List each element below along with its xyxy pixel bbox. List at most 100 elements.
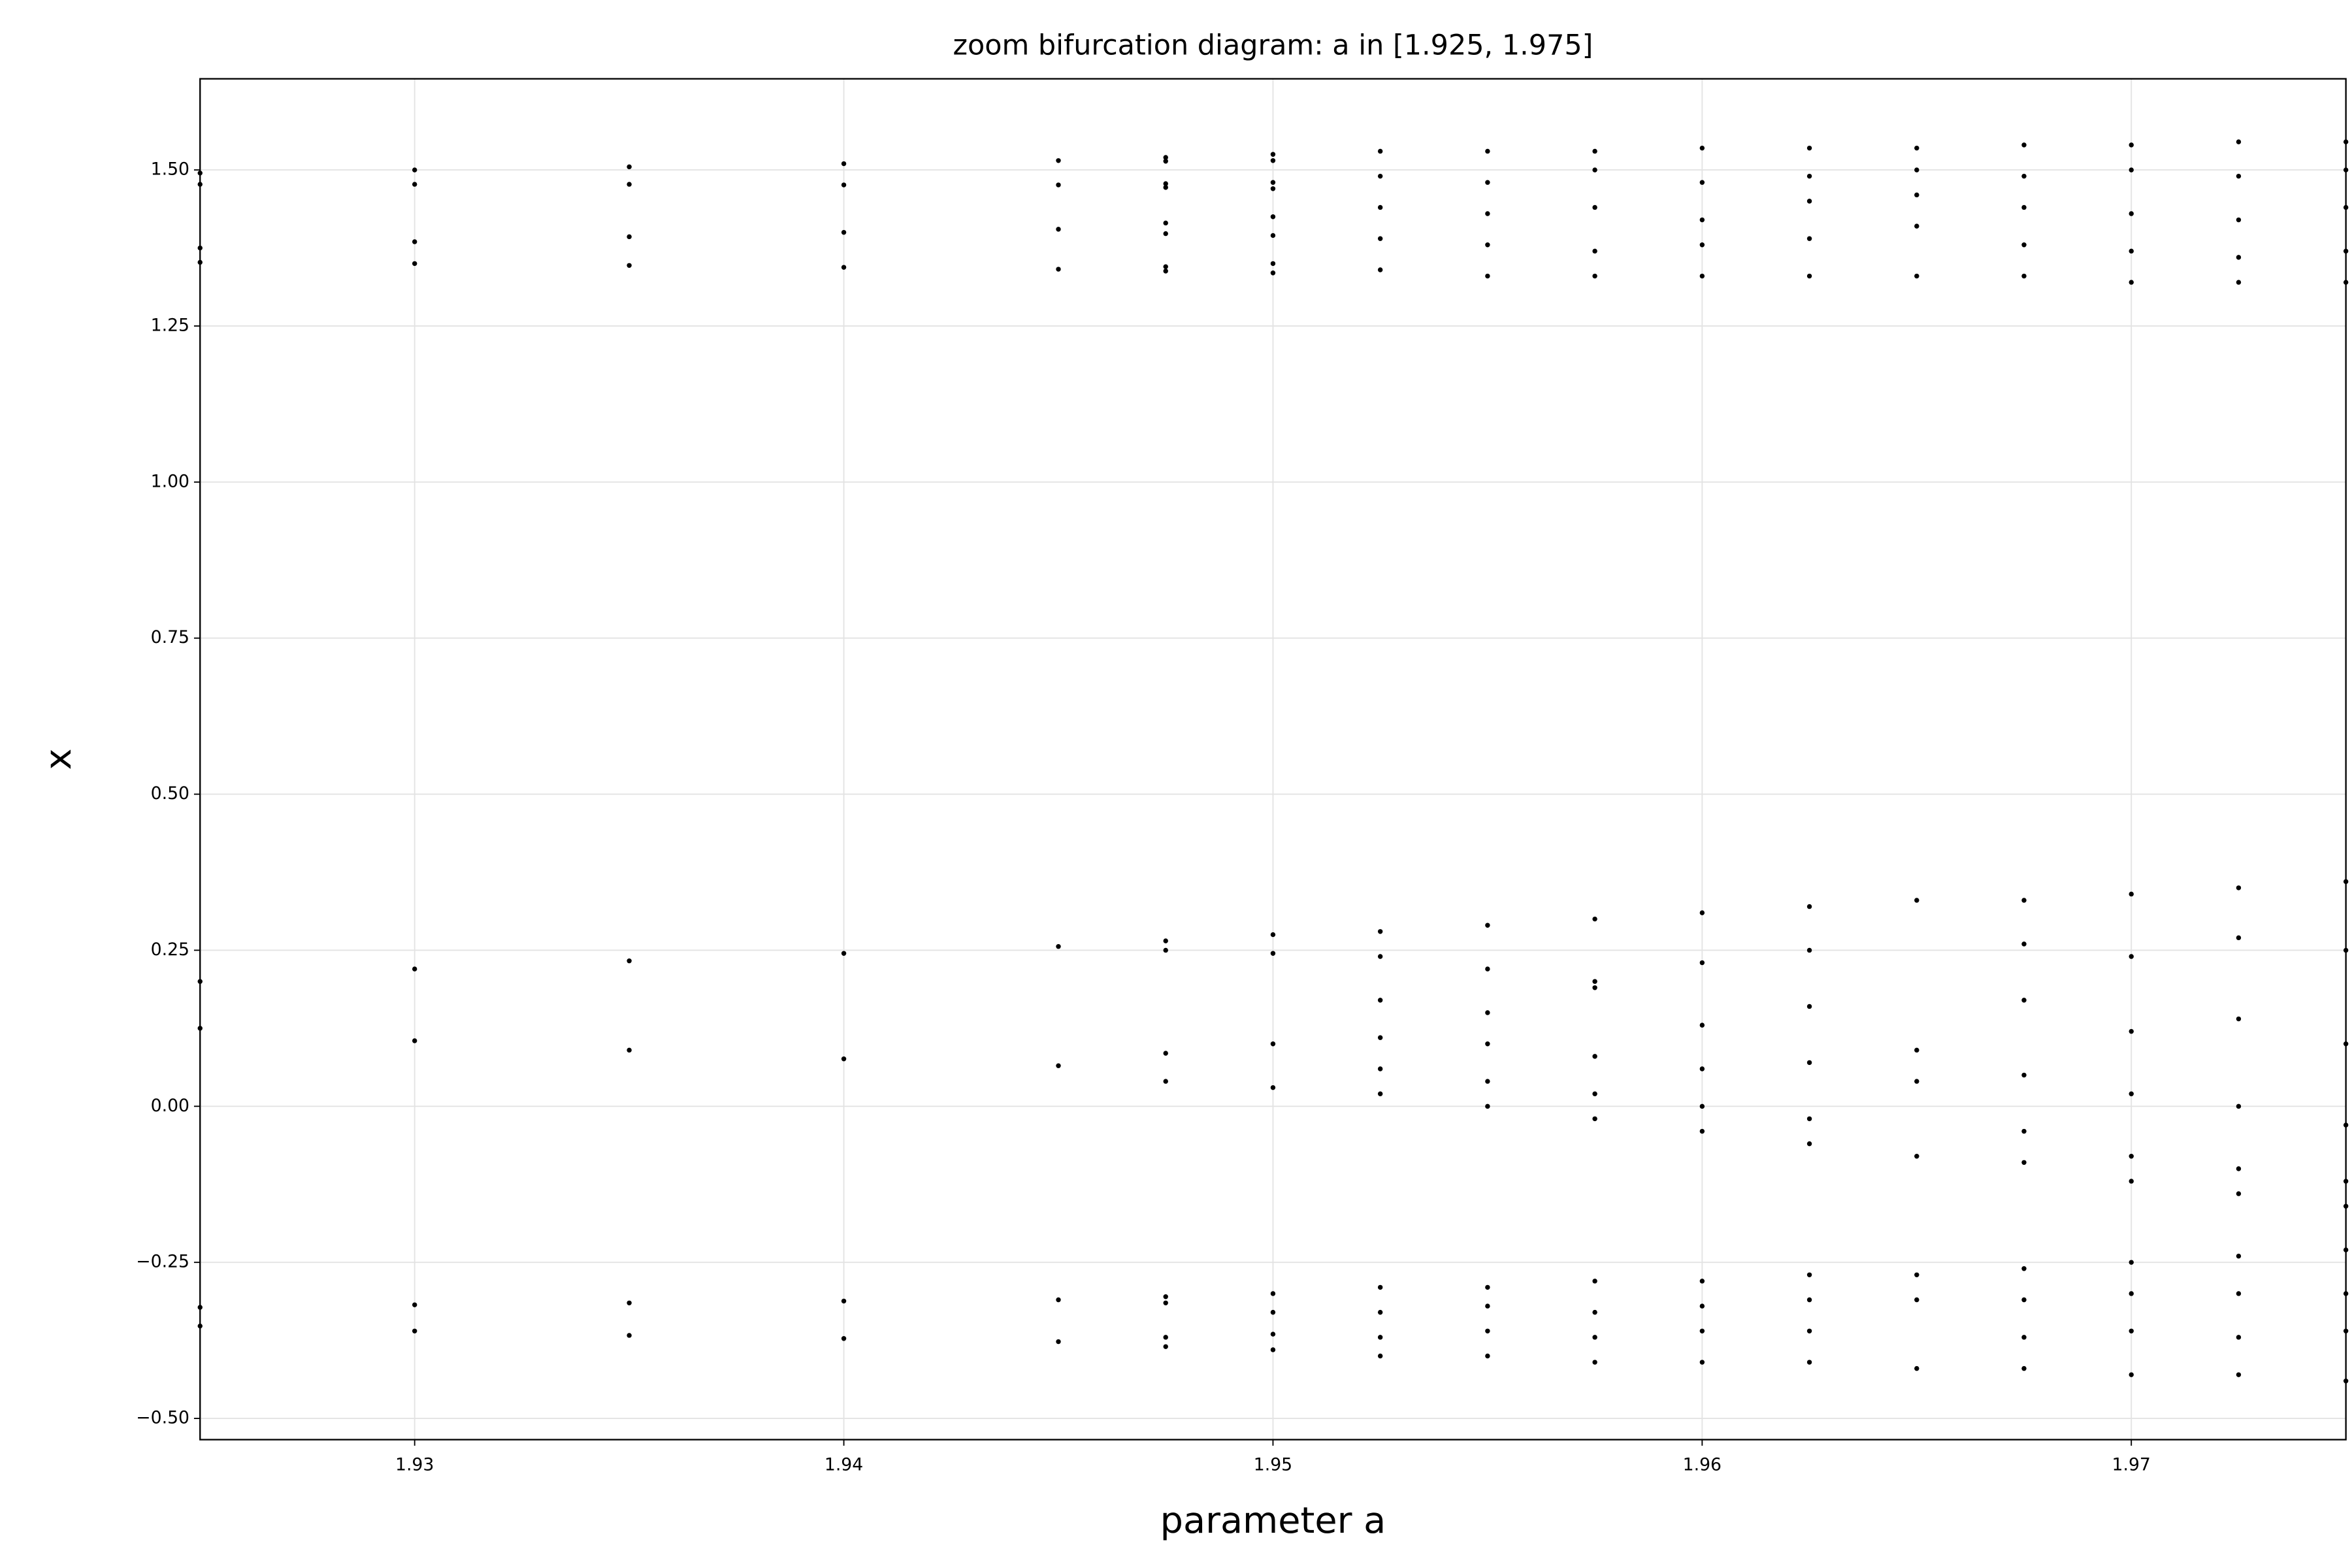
point	[1270, 152, 1276, 157]
point	[1163, 181, 1168, 186]
point	[2129, 1260, 2134, 1265]
point	[2236, 1016, 2242, 1022]
x-tick-label: 1.93	[395, 1454, 434, 1475]
point	[1056, 944, 1061, 949]
point	[2236, 1291, 2242, 1296]
x-tick-label: 1.96	[1683, 1454, 1722, 1475]
point	[1163, 264, 1168, 269]
point	[1163, 231, 1168, 237]
point	[2021, 898, 2027, 903]
point	[1163, 947, 1168, 953]
point	[1699, 960, 1705, 966]
point	[412, 167, 417, 172]
point	[1699, 1066, 1705, 1071]
point	[627, 182, 632, 187]
point	[1806, 904, 1812, 909]
point	[1914, 1365, 1919, 1371]
point	[2236, 217, 2242, 223]
point	[1377, 173, 1383, 179]
point	[627, 1333, 632, 1338]
point	[1377, 148, 1383, 154]
point	[1806, 273, 1812, 279]
point	[2129, 1328, 2134, 1333]
point	[2129, 1291, 2134, 1296]
point	[1485, 966, 1490, 972]
point	[1485, 180, 1490, 185]
point	[1163, 938, 1168, 943]
point	[1914, 1154, 1919, 1159]
point	[2129, 248, 2134, 254]
point	[1699, 273, 1705, 279]
y-axis-label: x	[37, 749, 80, 770]
point	[1592, 985, 1597, 990]
point	[1270, 1085, 1276, 1090]
point	[412, 1302, 417, 1307]
point	[1163, 1344, 1168, 1349]
point	[1914, 898, 1919, 903]
point	[1163, 1079, 1168, 1084]
x-tick-label: 1.94	[825, 1454, 863, 1475]
point	[1699, 1328, 1705, 1333]
point	[627, 234, 632, 240]
point	[1592, 1309, 1597, 1315]
point	[1163, 1335, 1168, 1340]
point	[1914, 1047, 1919, 1053]
point	[841, 161, 847, 167]
point	[1699, 1022, 1705, 1028]
point	[1056, 1339, 1061, 1345]
point	[1806, 1141, 1812, 1147]
point	[1914, 167, 1919, 172]
point	[2129, 1154, 2134, 1159]
point	[2236, 1191, 2242, 1196]
point	[1699, 1279, 1705, 1284]
point	[1377, 954, 1383, 959]
point	[1592, 204, 1597, 210]
point	[1485, 923, 1490, 928]
point	[1270, 233, 1276, 238]
point	[2021, 1128, 2027, 1134]
point	[1485, 1284, 1490, 1290]
point	[1056, 1063, 1061, 1068]
point	[627, 263, 632, 269]
point	[1377, 1284, 1383, 1290]
point	[2021, 273, 2027, 279]
point	[2129, 1372, 2134, 1377]
point	[1592, 1091, 1597, 1096]
point	[2021, 204, 2027, 210]
point	[1806, 1060, 1812, 1066]
point	[1914, 1297, 1919, 1303]
point	[2021, 142, 2027, 148]
y-tick-label: 0.50	[151, 783, 189, 804]
point	[1163, 1051, 1168, 1056]
point	[1806, 173, 1812, 179]
point	[1270, 186, 1276, 191]
point	[841, 1056, 847, 1062]
point	[1592, 1116, 1597, 1122]
chart-title: zoom bifurcation diagram: a in [1.925, 1…	[953, 29, 1593, 61]
point	[2236, 1166, 2242, 1171]
point	[841, 229, 847, 235]
y-tick-label: 0.75	[151, 627, 189, 647]
point	[841, 1336, 847, 1341]
point	[841, 265, 847, 270]
point	[1806, 1297, 1812, 1303]
point	[1592, 979, 1597, 984]
point	[412, 1328, 417, 1333]
point	[2236, 139, 2242, 144]
point	[1270, 1331, 1276, 1337]
point	[1270, 1041, 1276, 1047]
point	[841, 182, 847, 188]
point	[1806, 1328, 1812, 1333]
point	[2021, 1365, 2027, 1371]
point	[841, 1298, 847, 1304]
point	[1806, 145, 1812, 151]
point	[627, 1300, 632, 1306]
point	[1592, 167, 1597, 172]
y-tick-label: 0.25	[151, 939, 189, 960]
point	[1377, 1035, 1383, 1040]
point	[1914, 1079, 1919, 1084]
point	[1914, 273, 1919, 279]
point	[1699, 1360, 1705, 1365]
